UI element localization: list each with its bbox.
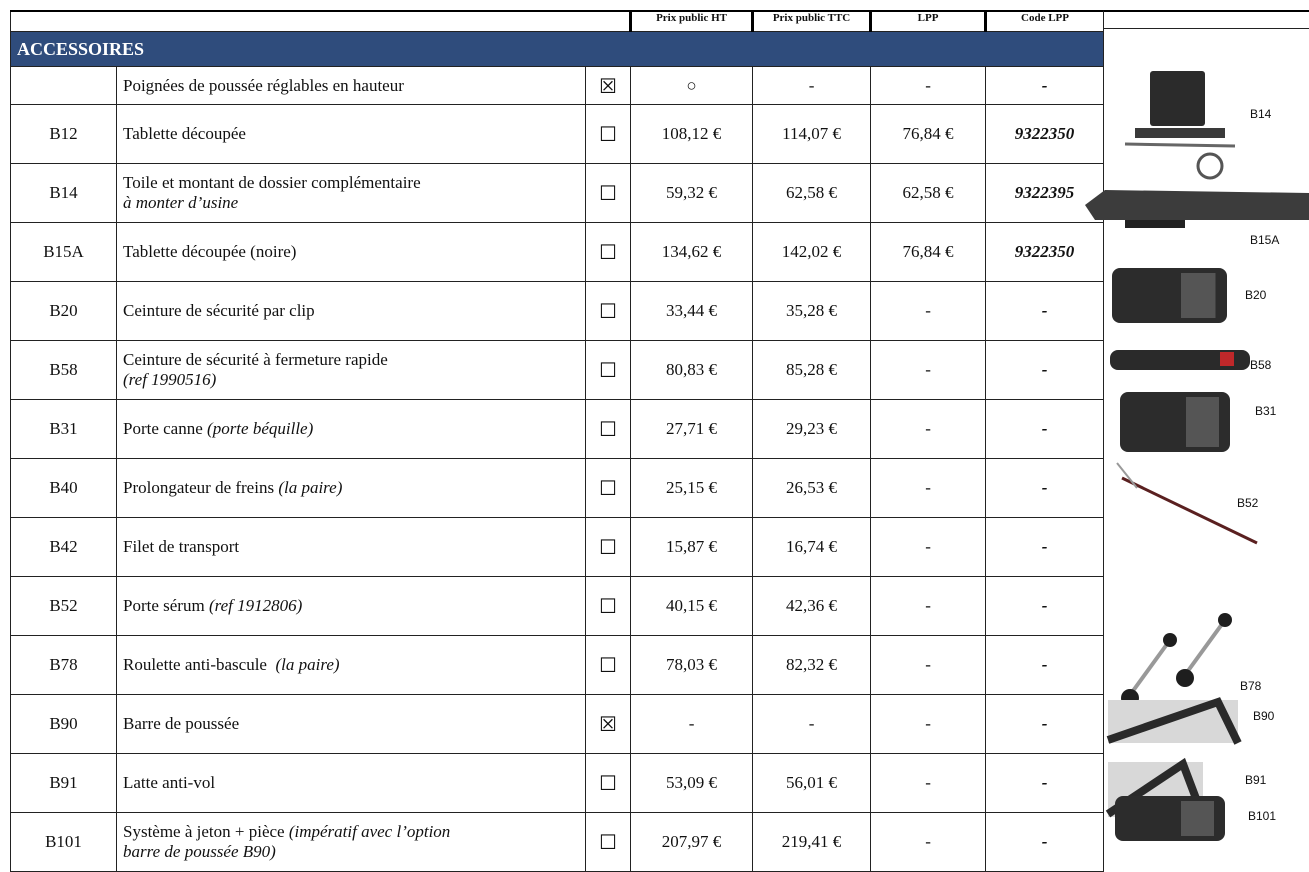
image-shape <box>1130 640 1170 695</box>
image-shape <box>1125 144 1235 146</box>
image-shape <box>1176 669 1194 687</box>
image-shape <box>1150 71 1205 126</box>
product-image: B15A <box>1085 190 1309 247</box>
product-images: B14 B15A B20 B58 B31 B52 B78 B90 B91 B101 <box>0 0 1309 863</box>
image-shape <box>1135 128 1225 138</box>
image-label: B101 <box>1248 809 1276 823</box>
product-image: B101 <box>1115 796 1276 841</box>
image-label: B78 <box>1240 679 1262 693</box>
image-shape <box>1181 273 1216 318</box>
image-shape <box>1125 220 1185 228</box>
image-label: B31 <box>1255 404 1277 418</box>
image-shape <box>1163 633 1177 647</box>
image-label: B20 <box>1245 288 1267 302</box>
image-shape <box>1085 190 1309 220</box>
page: {"header":{"columns":["Prix public HT","… <box>0 0 1309 863</box>
image-label: B90 <box>1253 709 1275 723</box>
image-label: B15A <box>1250 233 1279 247</box>
image-shape <box>1198 154 1222 178</box>
image-label: B52 <box>1237 496 1259 510</box>
image-shape <box>1117 463 1137 488</box>
image-shape <box>1181 801 1214 836</box>
product-image: B78 <box>1121 613 1262 707</box>
image-shape <box>1220 352 1234 366</box>
product-image: B14 <box>1125 71 1272 178</box>
product-image: B31 <box>1120 392 1277 452</box>
product-image: B20 <box>1112 268 1267 323</box>
image-shape <box>1122 478 1257 543</box>
image-label: B91 <box>1245 773 1267 787</box>
product-image: B90 <box>1108 700 1275 743</box>
product-image: B58 <box>1110 350 1272 372</box>
image-label: B14 <box>1250 107 1272 121</box>
image-label: B58 <box>1250 358 1272 372</box>
image-shape <box>1185 620 1225 675</box>
image-shape <box>1186 397 1219 447</box>
image-shape <box>1218 613 1232 627</box>
product-image: B52 <box>1117 463 1259 543</box>
